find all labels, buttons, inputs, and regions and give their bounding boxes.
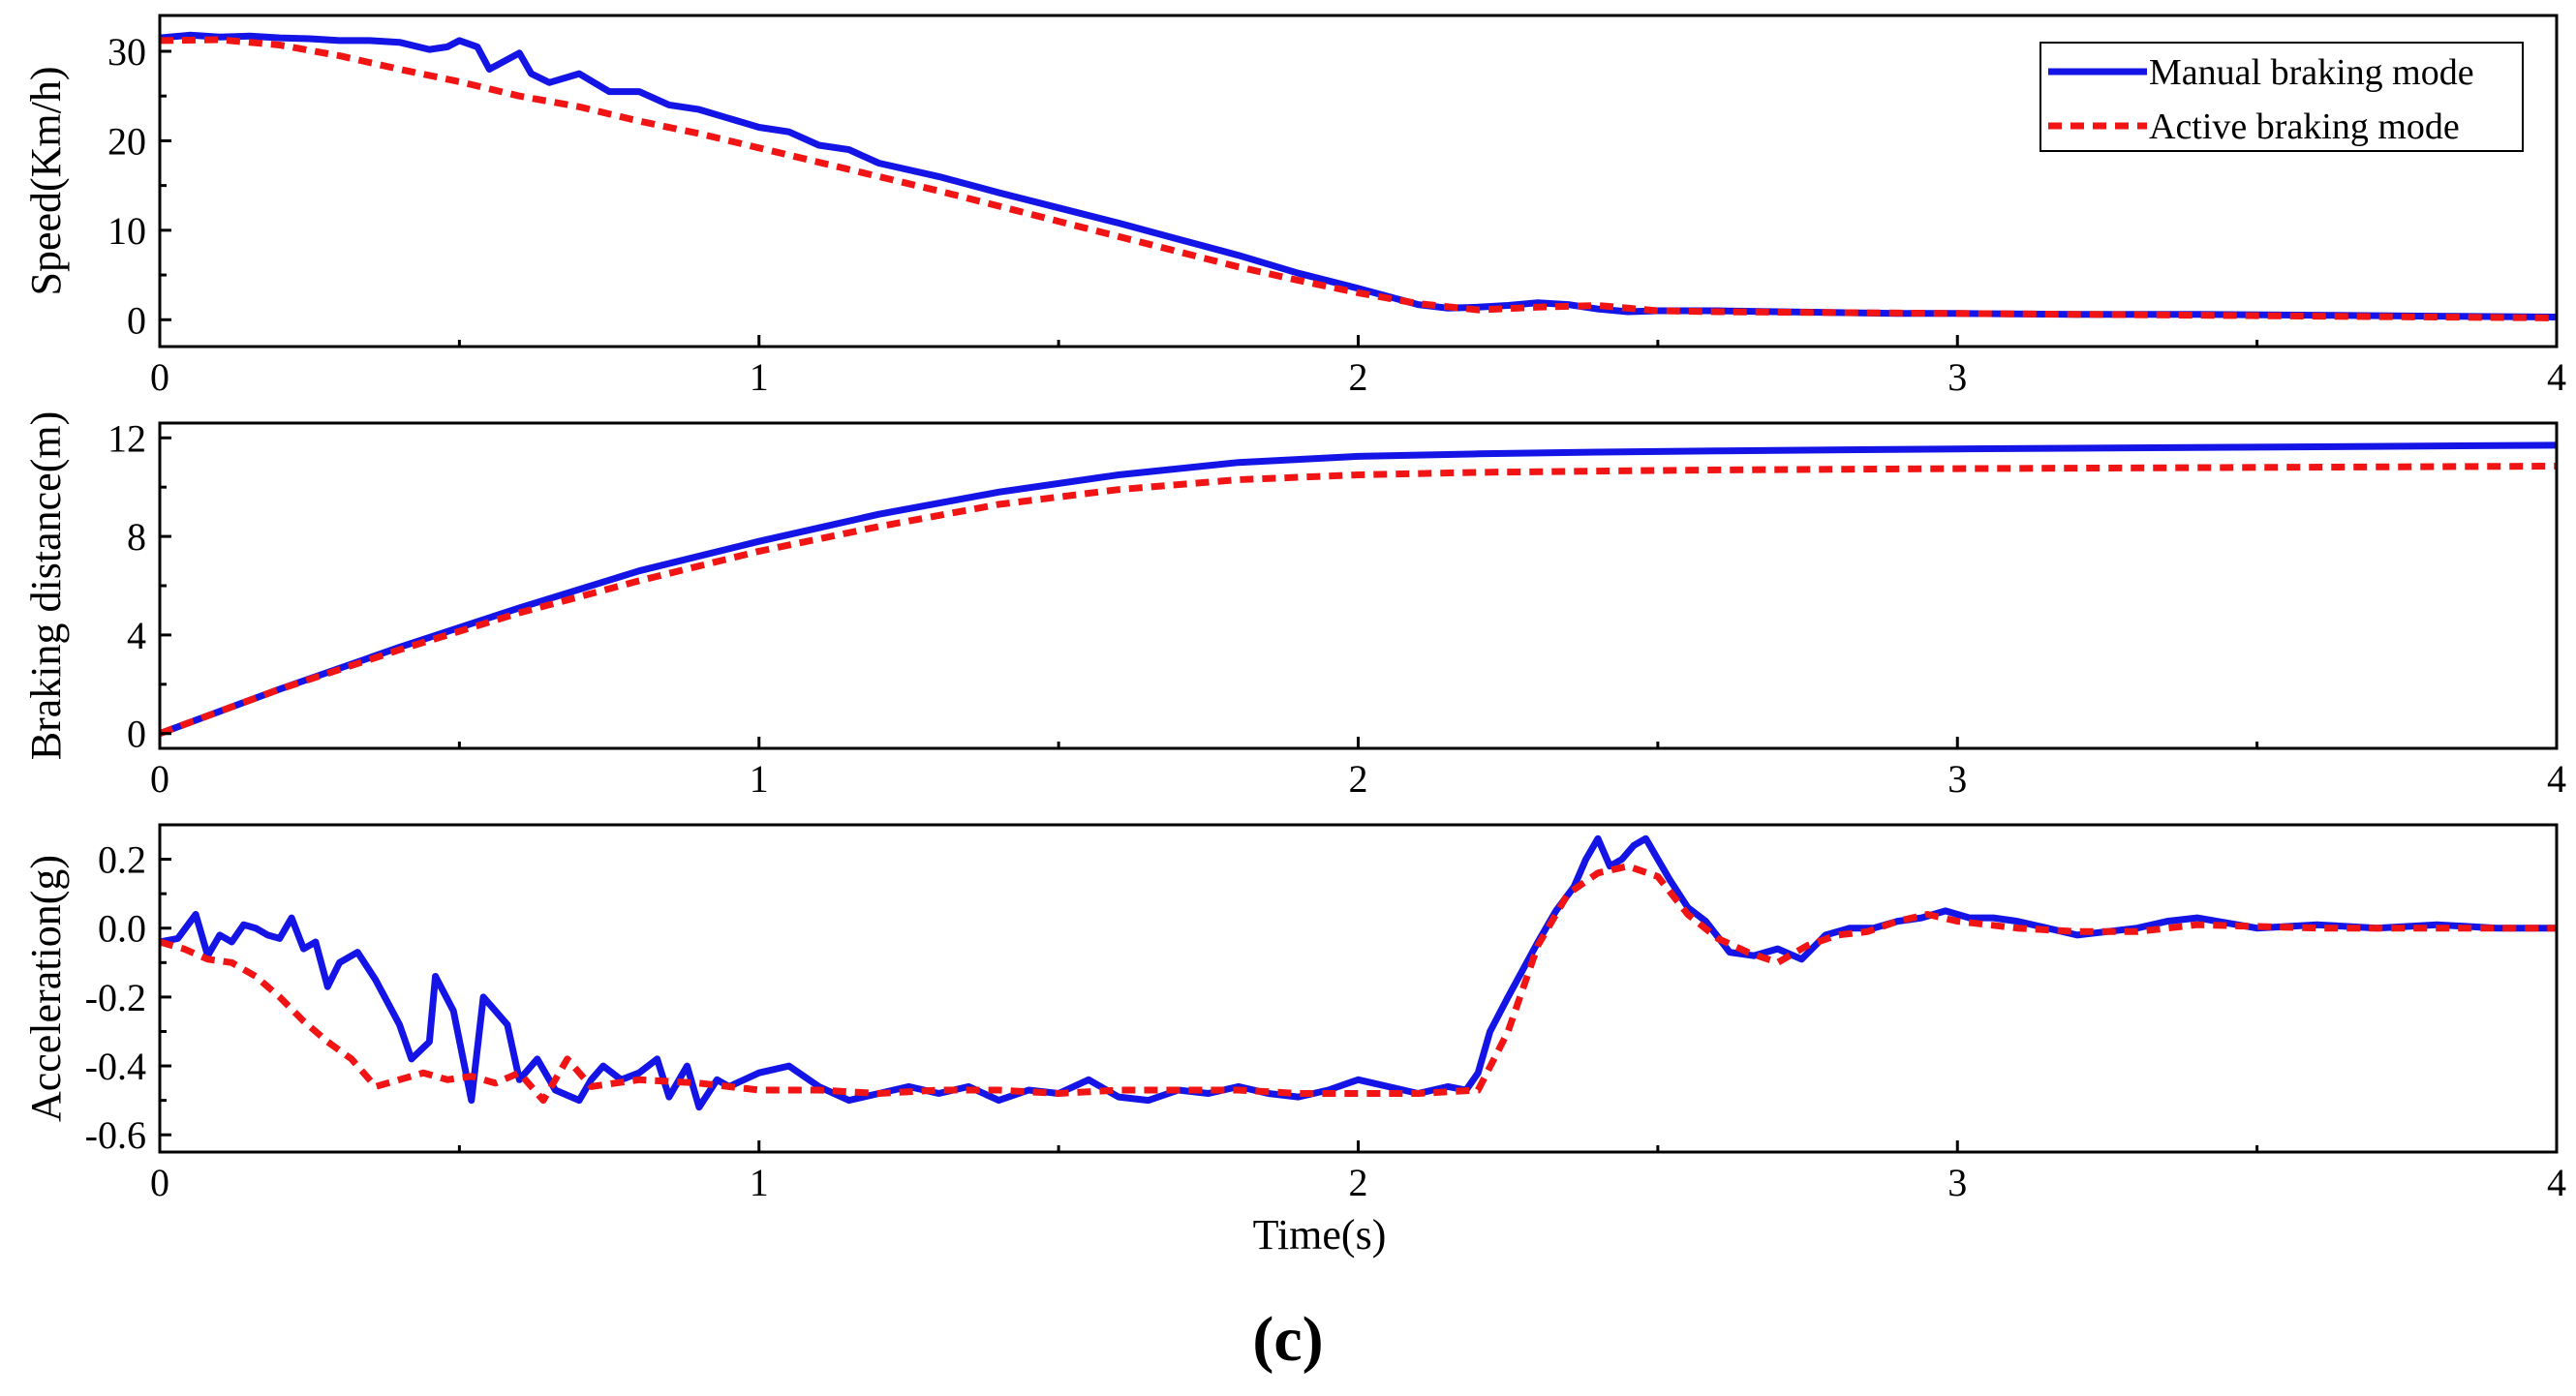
- y-tick-label: 0: [127, 298, 146, 342]
- y-axis-label-distance: Braking distance(m): [22, 411, 70, 760]
- legend: Manual braking mode Active braking mode: [2039, 42, 2524, 152]
- x-tick-label: 2: [1349, 355, 1368, 399]
- x-tick-label: 2: [1349, 1161, 1368, 1204]
- series-line-manual-distance: [160, 441, 2557, 737]
- x-tick-label: 3: [1947, 1161, 1967, 1204]
- series-line-active-distance: [160, 463, 2557, 737]
- y-axis-label-speed: Speed(Km/h): [22, 66, 70, 295]
- legend-box: [2039, 42, 2524, 152]
- x-tick-label: 1: [750, 1161, 769, 1204]
- x-tick-label: 2: [1349, 757, 1368, 801]
- x-tick-label: 0: [150, 1161, 169, 1204]
- x-tick-label: 4: [2547, 1161, 2566, 1204]
- y-tick-label: -0.6: [85, 1113, 146, 1157]
- x-tick-label: 4: [2547, 757, 2566, 801]
- x-tick-label: 1: [750, 355, 769, 399]
- y-tick-label: 12: [107, 416, 146, 460]
- y-tick-label: 0.0: [98, 907, 146, 951]
- plot-frame-acceleration: [158, 823, 2559, 1154]
- x-tick-label: 4: [2547, 355, 2566, 399]
- y-axis-label-acceleration: Acceleration(g): [22, 855, 70, 1122]
- legend-label-manual: Manual braking mode: [2149, 52, 2474, 93]
- x-tick-label: 0: [150, 355, 169, 399]
- series-line-active-speed: [160, 36, 2557, 321]
- y-tick-label: 4: [127, 614, 146, 657]
- y-tick-label: 20: [107, 119, 146, 163]
- y-tick-label: -0.2: [85, 976, 146, 1019]
- x-tick-label: 3: [1947, 355, 1967, 399]
- series-line-manual-acceleration: [160, 835, 2557, 1111]
- y-tick-label: 30: [107, 30, 146, 74]
- legend-label-active: Active braking mode: [2149, 106, 2460, 147]
- y-tick-label: -0.4: [85, 1045, 146, 1088]
- y-tick-label: 0: [127, 713, 146, 756]
- y-tick-label: 10: [107, 209, 146, 253]
- x-tick-label: 3: [1947, 757, 1967, 801]
- panel-speed: 0 1 2 3 4 0 10 20 30 Speed(Km/h) Manual braking mo…: [22, 14, 2566, 399]
- x-axis-label: Time(s): [1253, 1211, 1387, 1259]
- figure-caption: (c): [1252, 1304, 1323, 1375]
- y-tick-label: 0.2: [98, 838, 146, 882]
- x-tick-label: 1: [750, 757, 769, 801]
- series-line-active-acceleration: [160, 863, 2557, 1105]
- series-line-manual-speed: [160, 31, 2557, 320]
- panel-acceleration: 0 1 2 3 4 -0.6 -0.4 -0.2 0.0 0.2 Acceleration(g) Ti…: [22, 823, 2566, 1259]
- x-tick-label: 0: [150, 757, 169, 801]
- y-tick-label: 8: [127, 515, 146, 559]
